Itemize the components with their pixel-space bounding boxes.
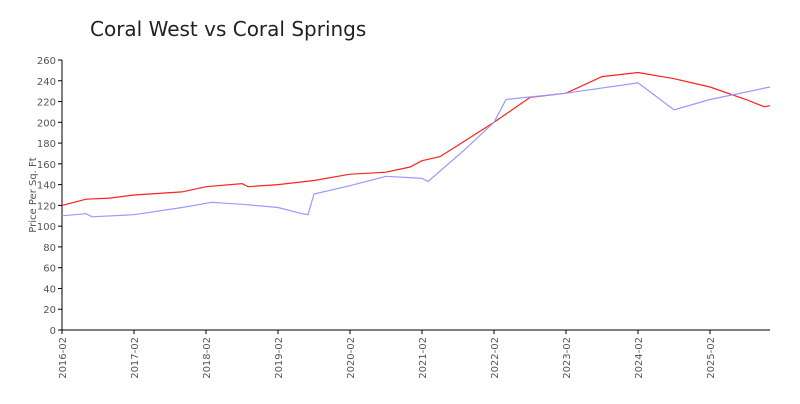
x-tick-label: 2020-02 bbox=[346, 337, 357, 379]
y-tick-label: 200 bbox=[37, 118, 56, 129]
x-tick-label: 2017-02 bbox=[130, 337, 141, 379]
y-tick-label: 180 bbox=[37, 139, 56, 150]
series-line-coral-west bbox=[61, 71, 771, 206]
y-tick-label: 40 bbox=[43, 284, 56, 295]
x-tick-label: 2018-02 bbox=[202, 337, 213, 379]
y-tick-label: 0 bbox=[50, 326, 56, 337]
y-tick-label: 240 bbox=[37, 77, 56, 88]
y-tick-label: 20 bbox=[43, 305, 56, 316]
series-line-coral-springs bbox=[61, 82, 771, 218]
x-tick-label: 2022-02 bbox=[490, 337, 501, 379]
y-tick-label: 100 bbox=[37, 222, 56, 233]
x-tick-label: 2021-02 bbox=[418, 337, 429, 379]
chart-title: Coral West vs Coral Springs bbox=[90, 17, 366, 41]
y-tick-label: 60 bbox=[43, 264, 56, 275]
x-tick-label: 2023-02 bbox=[562, 337, 573, 379]
x-tick-label: 2024-02 bbox=[634, 337, 645, 379]
y-tick-label: 120 bbox=[37, 201, 56, 212]
y-tick-label: 160 bbox=[37, 160, 56, 171]
y-axis-label: Price Per Sq. Ft bbox=[28, 157, 39, 232]
x-tick-label: 2025-02 bbox=[706, 337, 717, 379]
y-tick-label: 80 bbox=[43, 243, 56, 254]
y-tick-label: 140 bbox=[37, 181, 56, 192]
y-tick-label: 260 bbox=[37, 56, 56, 67]
y-tick-label: 220 bbox=[37, 98, 56, 109]
x-tick-label: 2016-02 bbox=[58, 337, 69, 379]
x-tick-label: 2019-02 bbox=[274, 337, 285, 379]
